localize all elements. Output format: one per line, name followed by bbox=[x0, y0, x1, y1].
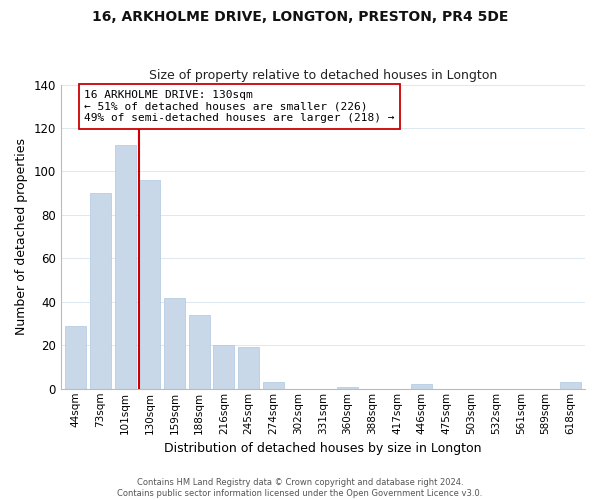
Text: 16, ARKHOLME DRIVE, LONGTON, PRESTON, PR4 5DE: 16, ARKHOLME DRIVE, LONGTON, PRESTON, PR… bbox=[92, 10, 508, 24]
Bar bbox=[263, 382, 284, 389]
Y-axis label: Number of detached properties: Number of detached properties bbox=[15, 138, 28, 335]
Bar bbox=[164, 298, 185, 389]
Bar bbox=[560, 382, 581, 389]
X-axis label: Distribution of detached houses by size in Longton: Distribution of detached houses by size … bbox=[164, 442, 482, 455]
Text: Contains HM Land Registry data © Crown copyright and database right 2024.
Contai: Contains HM Land Registry data © Crown c… bbox=[118, 478, 482, 498]
Title: Size of property relative to detached houses in Longton: Size of property relative to detached ho… bbox=[149, 69, 497, 82]
Bar bbox=[139, 180, 160, 389]
Text: 16 ARKHOLME DRIVE: 130sqm
← 51% of detached houses are smaller (226)
49% of semi: 16 ARKHOLME DRIVE: 130sqm ← 51% of detac… bbox=[84, 90, 395, 123]
Bar bbox=[115, 146, 136, 389]
Bar bbox=[411, 384, 433, 389]
Bar bbox=[189, 315, 210, 389]
Bar bbox=[90, 193, 111, 389]
Bar bbox=[214, 346, 235, 389]
Bar bbox=[337, 386, 358, 389]
Bar bbox=[65, 326, 86, 389]
Bar bbox=[238, 348, 259, 389]
